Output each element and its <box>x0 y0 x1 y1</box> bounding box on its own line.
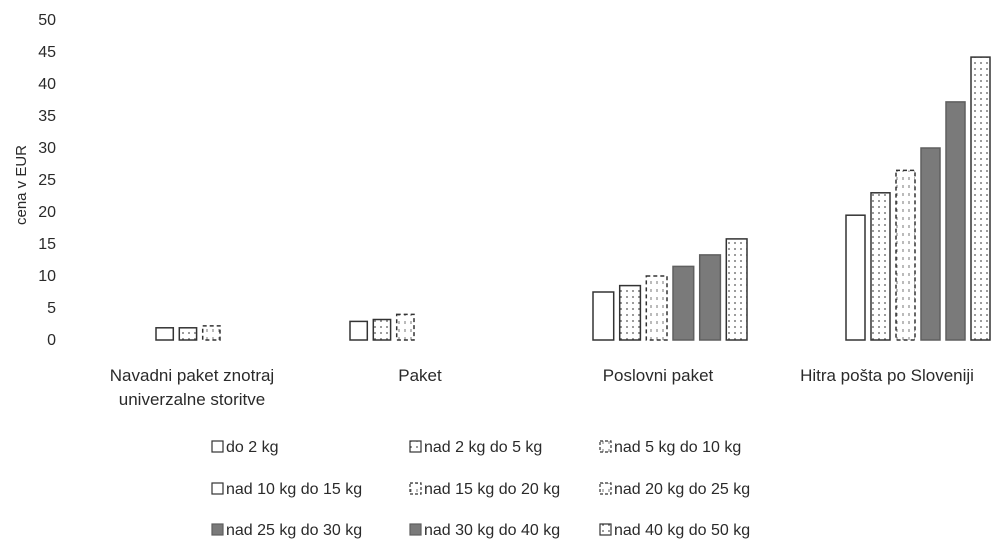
y-tick-label: 15 <box>38 236 56 253</box>
legend-swatch <box>599 482 612 495</box>
legend-swatch <box>409 523 422 536</box>
legend-swatch <box>409 440 422 453</box>
legend-label: nad 5 kg do 10 kg <box>614 439 741 456</box>
legend-swatch <box>211 440 224 453</box>
bar <box>592 291 615 341</box>
legend-label: nad 20 kg do 25 kg <box>614 481 750 498</box>
legend-swatch <box>599 523 612 536</box>
legend-label: nad 15 kg do 20 kg <box>424 481 560 498</box>
bar <box>618 284 642 341</box>
bar <box>920 147 941 341</box>
x-category-label: Poslovni paket <box>603 366 714 385</box>
bar <box>725 238 748 341</box>
y-tick-label: 0 <box>47 332 56 349</box>
bar <box>349 320 369 341</box>
bar <box>645 275 668 341</box>
y-tick-label: 30 <box>38 140 56 157</box>
x-category-label: Paket <box>398 366 442 385</box>
bar <box>945 101 966 341</box>
bar <box>372 318 392 341</box>
legend-label: do 2 kg <box>226 439 278 456</box>
y-tick-label: 45 <box>38 44 56 61</box>
bar <box>201 325 221 341</box>
legend: do 2 kg nad 2 kg do 5 kg nad 5 kg do 10 kg… <box>211 439 750 539</box>
legend-swatch <box>599 440 612 453</box>
y-axis-ticks: 0 5 10 15 20 25 30 35 40 45 50 <box>38 12 56 349</box>
x-axis-labels: Navadni paket znotraj univerzalne storitv… <box>110 366 974 409</box>
legend-swatch <box>409 482 422 495</box>
y-tick-label: 10 <box>38 268 56 285</box>
legend-swatch <box>211 482 224 495</box>
bar <box>970 56 991 341</box>
y-tick-label: 25 <box>38 172 56 189</box>
y-tick-label: 50 <box>38 12 56 29</box>
bar <box>895 169 916 341</box>
y-axis-label: cena v EUR <box>13 145 30 225</box>
legend-label: nad 30 kg do 40 kg <box>424 522 560 539</box>
bar <box>845 214 866 341</box>
x-category-label: univerzalne storitve <box>119 390 265 409</box>
y-tick-label: 20 <box>38 204 56 221</box>
legend-label: nad 2 kg do 5 kg <box>424 439 542 456</box>
bar <box>178 327 198 341</box>
x-category-label: Hitra pošta po Sloveniji <box>800 366 974 385</box>
legend-swatch <box>211 523 224 536</box>
bar <box>698 254 722 341</box>
legend-label: nad 10 kg do 15 kg <box>226 481 362 498</box>
x-category-label: Navadni paket znotraj <box>110 366 274 385</box>
legend-label: nad 25 kg do 30 kg <box>226 522 362 539</box>
bar <box>870 192 891 341</box>
bar <box>672 265 695 341</box>
legend-label: nad 40 kg do 50 kg <box>614 522 750 539</box>
y-tick-label: 35 <box>38 108 56 125</box>
y-tick-label: 5 <box>47 300 56 317</box>
bars <box>155 56 991 341</box>
bar <box>155 327 175 341</box>
y-tick-label: 40 <box>38 76 56 93</box>
bar <box>395 313 415 341</box>
